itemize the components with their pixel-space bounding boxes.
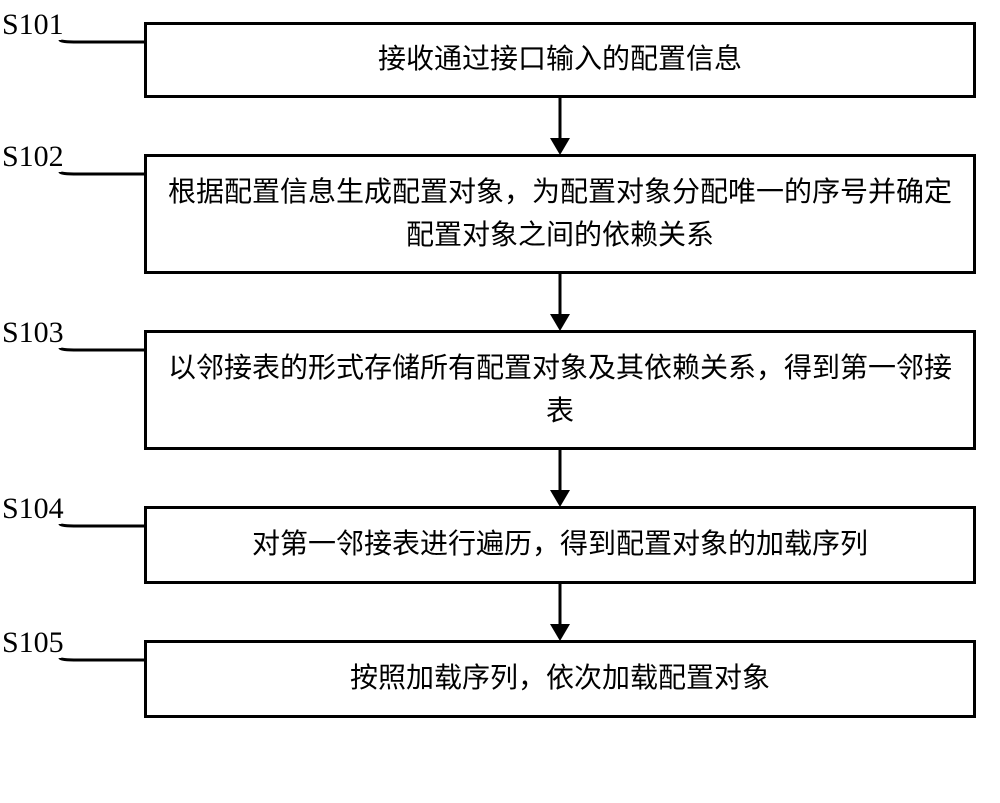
flowchart-step-box: 对第一邻接表进行遍历，得到配置对象的加载序列: [144, 506, 976, 584]
flowchart-step-id: S101: [2, 8, 64, 41]
flowchart-arrow: [546, 450, 574, 508]
flowchart-canvas: 接收通过接口输入的配置信息 S101 根据配置信息生成配置对象，为配置对象分配唯一的…: [0, 0, 1000, 803]
flowchart-step-id: S102: [2, 140, 64, 173]
flowchart-step-id: S105: [2, 626, 64, 659]
flowchart-leader-line: [56, 38, 146, 46]
flowchart-step-label: S101: [2, 8, 64, 42]
flowchart-leader-line: [56, 656, 146, 664]
flowchart-step-id: S104: [2, 492, 64, 525]
flowchart-step-label: S103: [2, 316, 64, 350]
flowchart-step-text: 接收通过接口输入的配置信息: [378, 38, 742, 81]
flowchart-step-text: 对第一邻接表进行遍历，得到配置对象的加载序列: [252, 523, 868, 566]
flowchart-step-box: 根据配置信息生成配置对象，为配置对象分配唯一的序号并确定配置对象之间的依赖关系: [144, 154, 976, 274]
flowchart-step-id: S103: [2, 316, 64, 349]
flowchart-step-box: 按照加载序列，依次加载配置对象: [144, 640, 976, 718]
flowchart-arrow: [546, 274, 574, 332]
flowchart-arrow: [546, 98, 574, 156]
flowchart-step-label: S102: [2, 140, 64, 174]
flowchart-step-text: 以邻接表的形式存储所有配置对象及其依赖关系，得到第一邻接表: [165, 347, 955, 434]
flowchart-leader-line: [56, 346, 146, 354]
flowchart-step-label: S105: [2, 626, 64, 660]
flowchart-leader-line: [56, 522, 146, 530]
flowchart-step-box: 接收通过接口输入的配置信息: [144, 22, 976, 98]
flowchart-step-text: 按照加载序列，依次加载配置对象: [350, 657, 770, 700]
flowchart-step-box: 以邻接表的形式存储所有配置对象及其依赖关系，得到第一邻接表: [144, 330, 976, 450]
flowchart-step-label: S104: [2, 492, 64, 526]
flowchart-leader-line: [56, 170, 146, 178]
flowchart-step-text: 根据配置信息生成配置对象，为配置对象分配唯一的序号并确定配置对象之间的依赖关系: [165, 171, 955, 258]
flowchart-arrow: [546, 584, 574, 642]
